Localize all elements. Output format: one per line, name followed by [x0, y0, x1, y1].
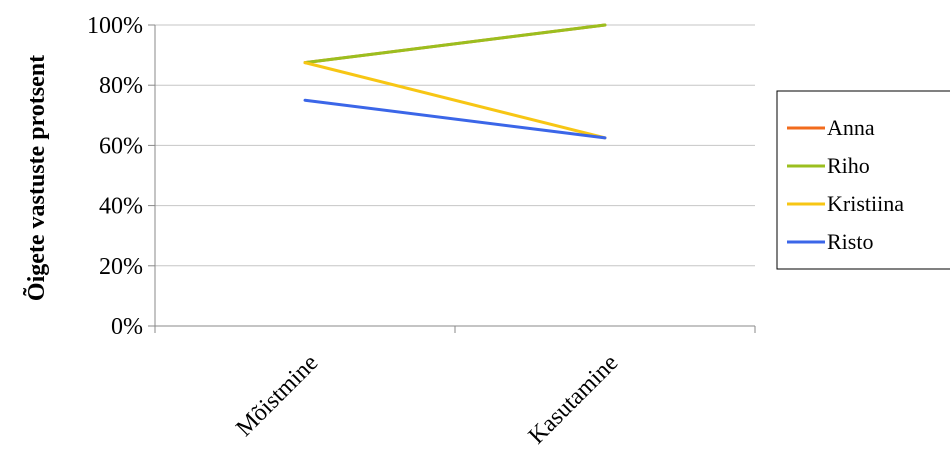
y-tick-label: 100% [87, 13, 143, 39]
x-tick-label: Mõistmine [231, 350, 323, 442]
y-tick-label: 80% [99, 73, 143, 99]
y-tick-label: 60% [99, 133, 143, 159]
y-tick-label: 0% [111, 314, 143, 340]
legend-label: Kristiina [827, 191, 904, 216]
series-line-riho [303, 23, 607, 65]
y-axis-label: Õigete vastuste protsent [24, 55, 50, 301]
y-tick-label: 20% [99, 254, 143, 280]
y-axis-ticks: 0% 20% 40% 60% 80% 100% [87, 13, 155, 340]
series-lines [303, 23, 607, 140]
legend-label: Riho [827, 153, 870, 178]
legend-box [776, 90, 950, 270]
x-tick-label: Kasutamine [524, 350, 623, 449]
series-line-kristiina [303, 61, 607, 140]
axes [154, 25, 755, 327]
legend: Anna Riho Kristiina Risto [776, 90, 950, 270]
y-tick-label: 40% [99, 194, 143, 220]
legend-label: Risto [827, 229, 873, 254]
series-line-risto [303, 98, 607, 140]
legend-label: Anna [827, 115, 875, 140]
x-axis-ticks: Mõistmine Kasutamine [154, 326, 756, 449]
gridlines [155, 24, 755, 267]
